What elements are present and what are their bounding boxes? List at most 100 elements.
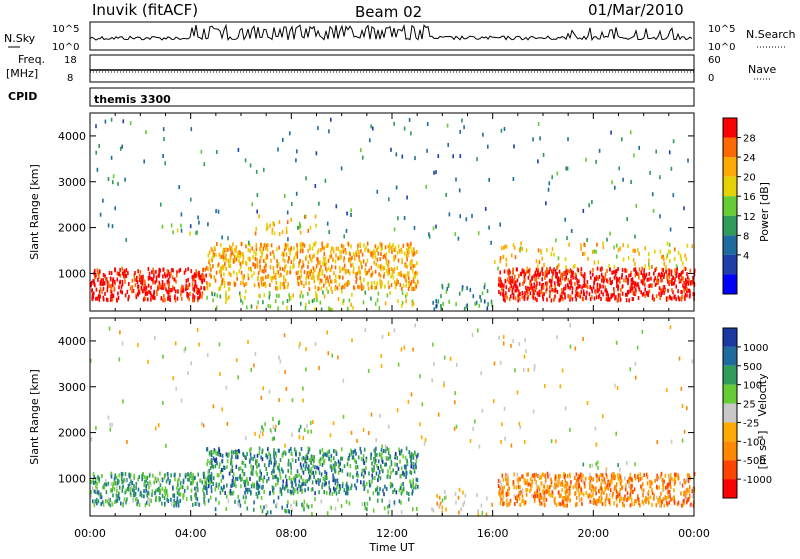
range-gate-cell [416, 506, 418, 511]
range-gate-cell [642, 493, 644, 498]
range-gate-cell [121, 271, 124, 276]
range-gate-cell [382, 469, 384, 474]
range-gate-cell [136, 280, 139, 285]
range-gate-cell [521, 246, 523, 251]
range-gate-cell [441, 505, 444, 510]
station-title: Inuvik (fitACF) [92, 1, 198, 19]
range-gate-cell [251, 246, 254, 251]
range-gate-cell [530, 283, 533, 288]
range-gate-cell [337, 497, 339, 502]
range-gate-cell [215, 305, 218, 310]
range-gate-cell [374, 453, 377, 458]
range-gate-cell [329, 433, 332, 438]
range-gate-cell [246, 477, 248, 482]
range-gate-cell [188, 477, 191, 482]
range-gate-cell [291, 490, 293, 494]
range-gate-cell [456, 362, 458, 367]
range-gate-cell [666, 483, 669, 488]
range-gate-cell [306, 456, 309, 461]
range-gate-cell [239, 262, 242, 266]
range-gate-cell [615, 340, 618, 345]
range-gate-cell [126, 497, 128, 502]
range-gate-cell [282, 484, 284, 489]
range-gate-cell [512, 177, 515, 181]
range-gate-cell [542, 294, 544, 299]
range-gate-cell [158, 273, 160, 278]
range-gate-cell [615, 431, 617, 436]
range-gate-cell [225, 266, 227, 271]
range-gate-cell [273, 270, 275, 275]
range-gate-cell [352, 455, 355, 460]
range-gate-cell [398, 488, 401, 493]
range-gate-cell [309, 272, 311, 277]
range-gate-cell [356, 247, 359, 252]
range-gate-cell [554, 482, 556, 487]
range-gate-cell [143, 159, 145, 164]
range-gate-cell [362, 259, 365, 264]
range-gate-cell [609, 481, 612, 486]
range-gate-cell [673, 499, 676, 504]
range-gate-cell [203, 496, 205, 501]
range-gate-cell [656, 440, 658, 445]
range-gate-cell [498, 289, 500, 294]
range-gate-cell [195, 501, 197, 506]
range-gate-cell [583, 276, 586, 281]
range-gate-cell [159, 471, 161, 476]
range-gate-cell [607, 479, 609, 484]
range-gate-cell [110, 297, 112, 302]
range-gate-cell [292, 293, 294, 298]
range-gate-cell [325, 244, 328, 249]
range-gate-cell [600, 297, 602, 301]
range-gate-cell [360, 148, 362, 153]
range-gate-cell [272, 221, 274, 226]
range-gate-cell [329, 268, 332, 272]
range-gate-cell [147, 266, 150, 271]
range-gate-cell [143, 475, 146, 480]
range-gate-cell [147, 481, 149, 486]
velocity-scatter [90, 323, 696, 517]
range-gate-cell [511, 275, 513, 280]
range-gate-cell [282, 451, 285, 456]
range-gate-cell [414, 485, 417, 490]
range-gate-cell [298, 261, 300, 266]
range-gate-cell [553, 486, 555, 491]
range-gate-cell [678, 275, 680, 280]
range-gate-cell [328, 306, 330, 311]
range-gate-cell [586, 280, 589, 285]
range-gate-cell [150, 285, 152, 290]
range-gate-cell [184, 474, 187, 479]
range-gate-cell [517, 298, 519, 303]
range-gate-cell [117, 181, 119, 186]
range-gate-cell [258, 463, 260, 468]
range-gate-cell [377, 466, 380, 470]
range-gate-cell [175, 279, 177, 284]
range-gate-cell [432, 342, 434, 347]
range-gate-cell [531, 294, 534, 299]
range-gate-cell [623, 503, 625, 508]
range-gate-cell [129, 121, 132, 126]
range-gate-cell [133, 277, 136, 282]
range-gate-cell [640, 290, 642, 295]
nsearch-tick-low: 10^0 [708, 42, 735, 53]
range-gate-cell [237, 494, 239, 499]
range-gate-cell [202, 488, 204, 493]
range-gate-cell [604, 480, 606, 485]
range-gate-cell [690, 280, 692, 285]
range-gate-cell [400, 466, 403, 471]
range-gate-cell [363, 480, 365, 485]
range-gate-cell [158, 285, 161, 290]
range-gate-cell [565, 166, 568, 171]
range-gate-cell [249, 452, 252, 457]
range-gate-cell [313, 474, 315, 479]
range-gate-cell [415, 459, 418, 463]
range-gate-cell [412, 301, 415, 306]
range-gate-cell [229, 491, 232, 496]
range-gate-cell [402, 470, 404, 475]
range-gate-cell [523, 440, 526, 444]
range-gate-cell [523, 368, 525, 373]
range-gate-cell [551, 247, 554, 252]
range-gate-cell [313, 455, 315, 460]
range-gate-cell [283, 247, 286, 252]
range-gate-cell [371, 467, 373, 472]
range-gate-cell [570, 281, 573, 286]
